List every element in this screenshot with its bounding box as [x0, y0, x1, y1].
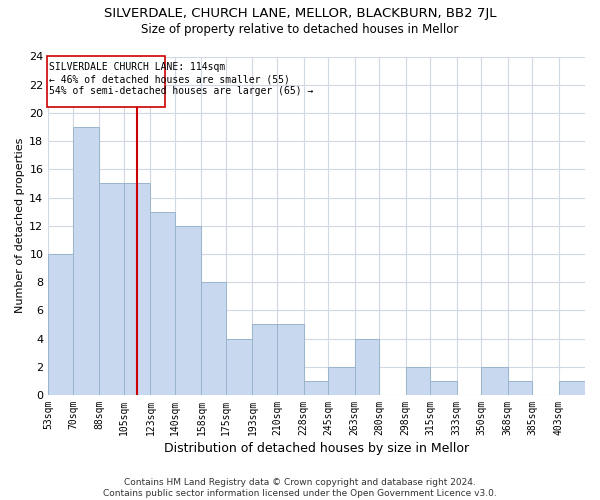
Bar — [277, 324, 304, 395]
Bar — [124, 184, 151, 395]
Bar — [481, 366, 508, 395]
Bar — [304, 381, 328, 395]
Text: ← 46% of detached houses are smaller (55): ← 46% of detached houses are smaller (55… — [49, 74, 290, 84]
Bar — [202, 282, 226, 395]
Bar — [430, 381, 457, 395]
Bar — [508, 381, 532, 395]
X-axis label: Distribution of detached houses by size in Mellor: Distribution of detached houses by size … — [164, 442, 469, 455]
Bar — [253, 324, 277, 395]
Text: Size of property relative to detached houses in Mellor: Size of property relative to detached ho… — [142, 22, 458, 36]
Text: SILVERDALE CHURCH LANE: 114sqm: SILVERDALE CHURCH LANE: 114sqm — [49, 62, 225, 72]
Text: Contains HM Land Registry data © Crown copyright and database right 2024.
Contai: Contains HM Land Registry data © Crown c… — [103, 478, 497, 498]
Text: SILVERDALE, CHURCH LANE, MELLOR, BLACKBURN, BB2 7JL: SILVERDALE, CHURCH LANE, MELLOR, BLACKBU… — [104, 8, 496, 20]
FancyBboxPatch shape — [47, 56, 165, 108]
Bar — [328, 366, 355, 395]
Bar — [175, 226, 202, 395]
Bar — [559, 381, 585, 395]
Y-axis label: Number of detached properties: Number of detached properties — [15, 138, 25, 314]
Bar — [100, 184, 124, 395]
Bar — [355, 338, 379, 395]
Text: 54% of semi-detached houses are larger (65) →: 54% of semi-detached houses are larger (… — [49, 86, 313, 96]
Bar — [406, 366, 430, 395]
Bar — [48, 254, 73, 395]
Bar — [151, 212, 175, 395]
Bar — [73, 127, 100, 395]
Bar — [226, 338, 253, 395]
